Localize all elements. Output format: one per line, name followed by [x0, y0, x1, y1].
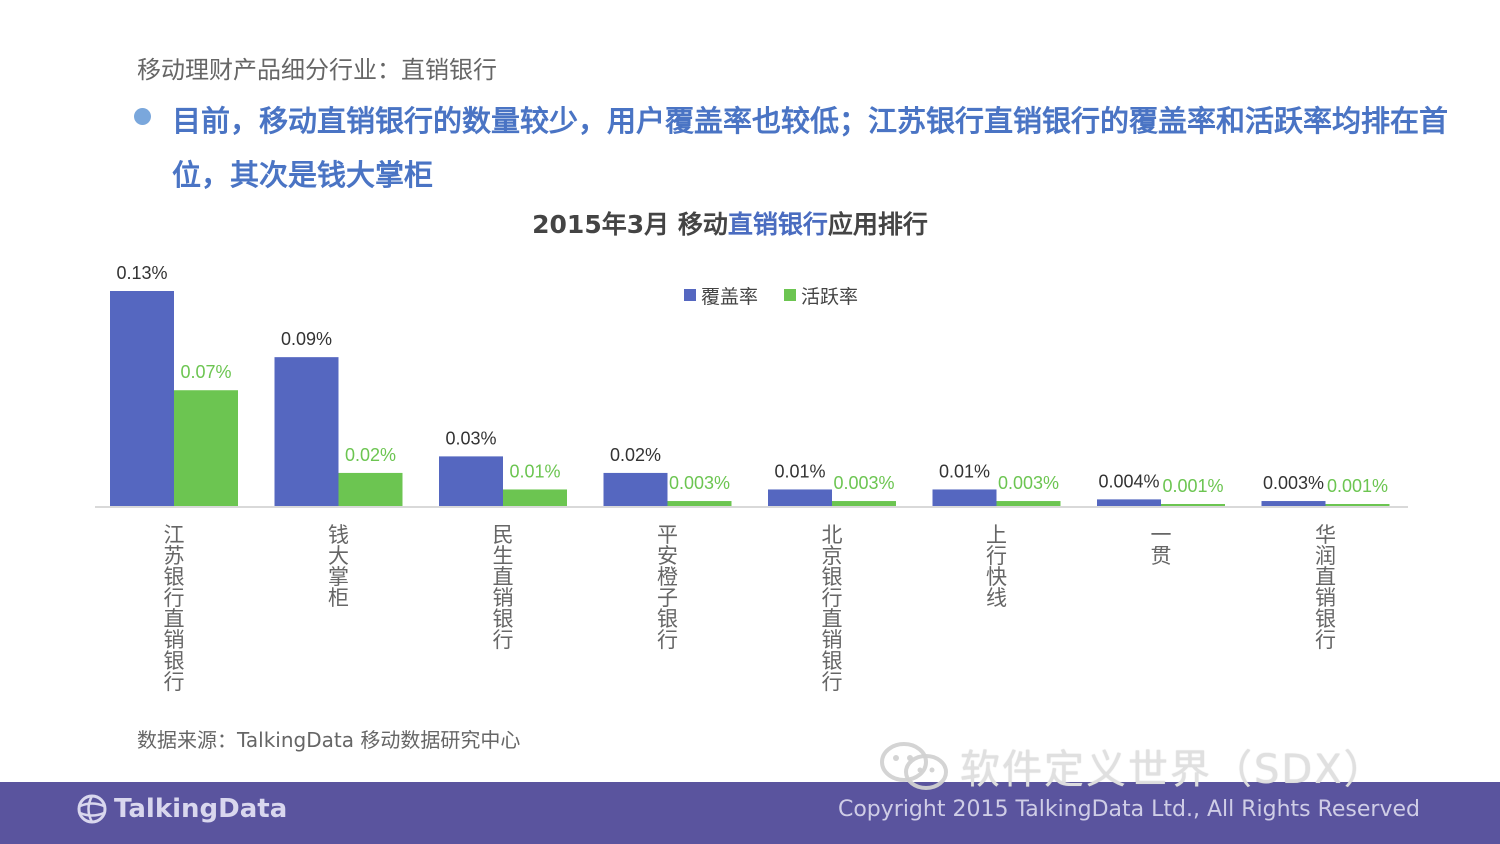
bar-active [338, 472, 403, 506]
category-label: 华润直销银行 [1315, 523, 1336, 652]
section-title: 移动理财产品细分行业：直销银行 [137, 56, 497, 84]
brand-name: TalkingData [114, 794, 288, 824]
data-label-active: 0.003% [833, 473, 894, 493]
data-label-active: 0.02% [345, 445, 396, 465]
data-label-active: 0.01% [509, 461, 560, 481]
data-label-active: 0.003% [669, 473, 730, 493]
brand-logo: TalkingData [76, 793, 287, 825]
chart-title-part-3: 应用排行 [827, 210, 928, 239]
bar-coverage [274, 357, 339, 506]
chart-title-highlight: 直销银行 [727, 210, 828, 239]
chart-title-part-1: 2015年3月 移动 [532, 210, 728, 239]
wechat-icon [880, 742, 948, 790]
copyright: Copyright 2015 TalkingData Ltd., All Rig… [837, 797, 1420, 822]
bar-coverage [110, 291, 174, 506]
globe-icon [77, 794, 107, 824]
bar-coverage [1097, 499, 1161, 506]
bar-active [832, 501, 896, 506]
bar-coverage [768, 489, 832, 506]
chart-title: 2015年3月 移动直销银行应用排行 [0, 205, 1460, 241]
bar-active [174, 390, 238, 506]
category-label: 北京银行直销银行 [822, 523, 843, 694]
bar-active [667, 501, 732, 506]
legend-label-active: 活跃率 [801, 286, 858, 308]
bar-active [1325, 504, 1390, 506]
watermark-text: 软件定义世界（SDX） [960, 747, 1386, 793]
bar-coverage [439, 456, 503, 506]
category-label: 平安橙子银行 [657, 523, 678, 652]
bar-active [503, 489, 567, 506]
bar-coverage [1261, 501, 1326, 506]
category-label: 江苏银行直销银行 [164, 523, 185, 694]
legend-label-coverage: 覆盖率 [701, 286, 758, 308]
bar-coverage [932, 489, 997, 506]
headline: 目前，移动直销银行的数量较少，用户覆盖率也较低；江苏银行直销银行的覆盖率和活跃率… [172, 104, 1449, 192]
bullet-dot [134, 108, 151, 125]
category-label: 民生直销银行 [493, 523, 514, 652]
watermark: 软件定义世界（SDX） [878, 736, 1386, 796]
bar-active [1161, 504, 1225, 506]
data-label-coverage: 0.13% [116, 263, 167, 283]
data-label-coverage: 0.01% [939, 461, 990, 481]
bar-active [996, 501, 1061, 506]
data-label-coverage: 0.003% [1263, 473, 1324, 493]
data-label-coverage: 0.004% [1098, 471, 1159, 491]
data-label-active: 0.07% [180, 362, 231, 382]
data-label-active: 0.001% [1162, 476, 1223, 496]
footer-bar [0, 782, 1500, 844]
data-label-coverage: 0.02% [610, 445, 661, 465]
data-label-coverage: 0.03% [445, 428, 496, 448]
category-label: 钱大掌柜 [328, 523, 349, 610]
data-source: 数据来源：TalkingData 移动数据研究中心 [137, 728, 521, 752]
data-label-coverage: 0.09% [281, 329, 332, 349]
data-label-coverage: 0.01% [774, 461, 825, 481]
category-label: 上行快线 [986, 523, 1007, 610]
bar-coverage [603, 472, 668, 506]
data-label-active: 0.001% [1327, 476, 1388, 496]
data-label-active: 0.003% [998, 473, 1059, 493]
legend-swatch-coverage [684, 289, 696, 301]
bar-chart: 0.13% 0.07% 江苏银行直销银行 0.09% 0.02% 钱大掌柜 0.03% 0.0… [95, 263, 1408, 694]
category-label: 一贯 [1151, 523, 1172, 568]
legend-swatch-active [784, 289, 796, 301]
